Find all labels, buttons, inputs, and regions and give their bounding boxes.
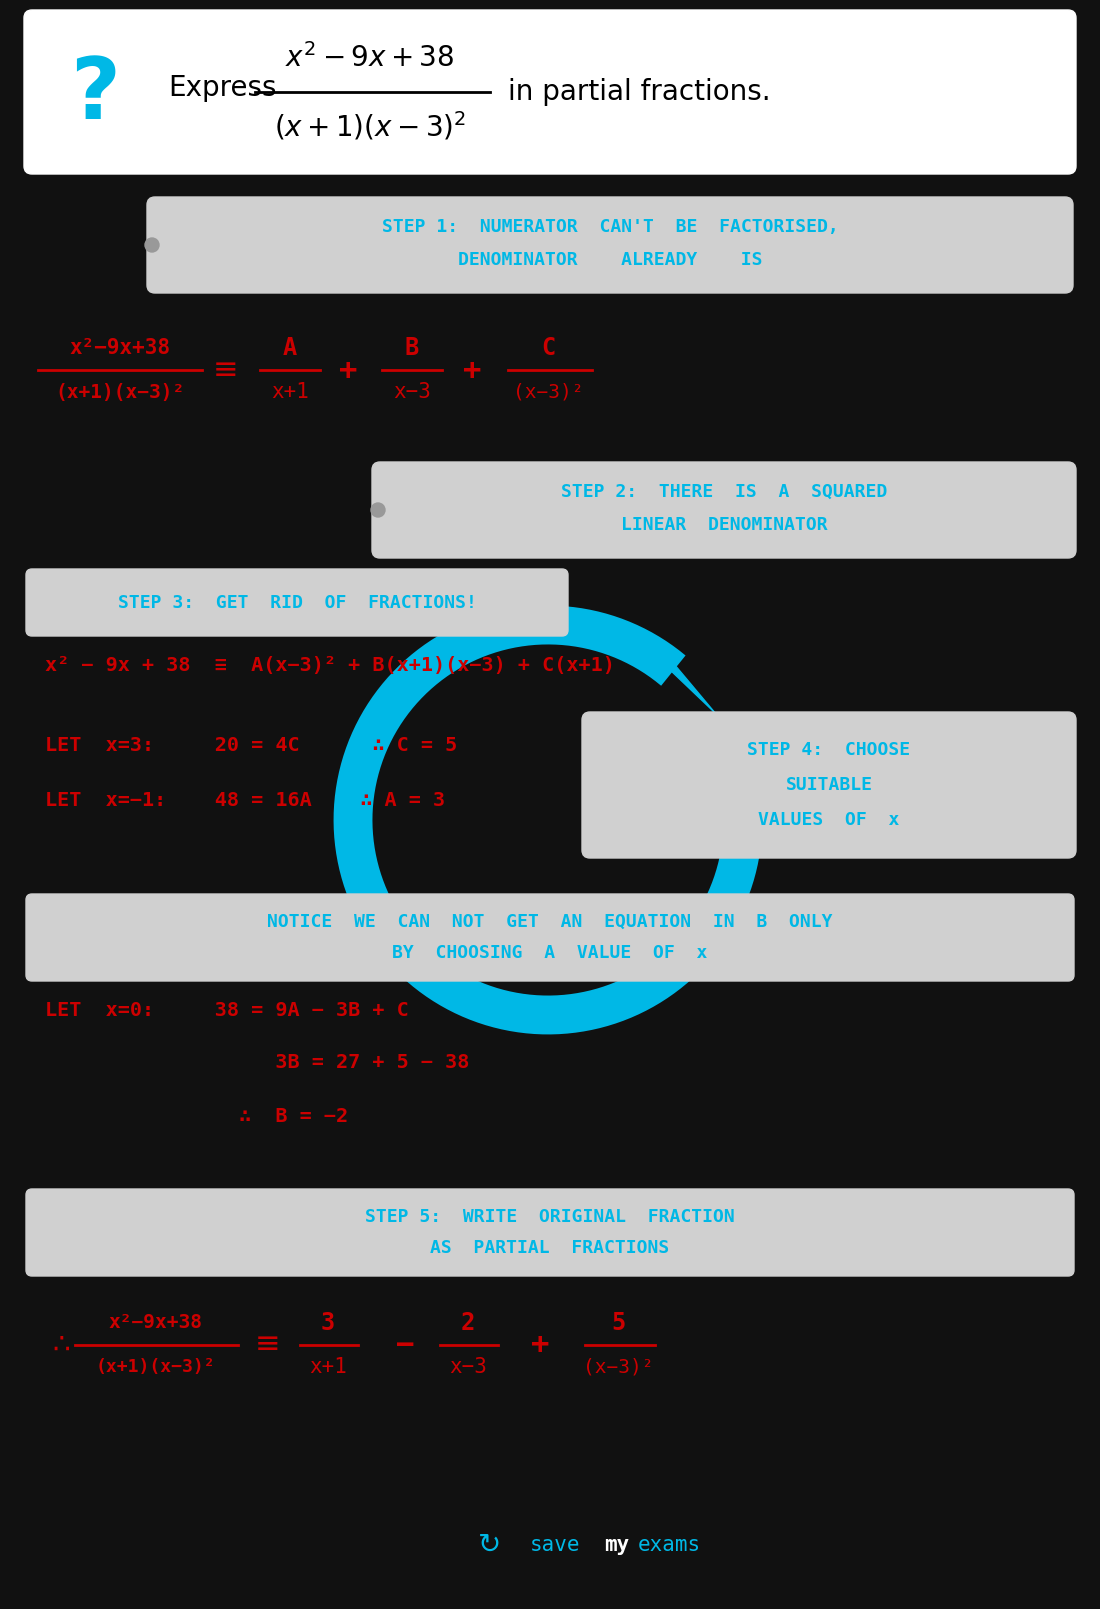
Text: ?: ? (70, 53, 120, 137)
Text: LET  x=−1:    48 = 16A    ∴ A = 3: LET x=−1: 48 = 16A ∴ A = 3 (45, 790, 446, 809)
Text: in partial fractions.: in partial fractions. (508, 77, 771, 106)
Text: STEP 2:  THERE  IS  A  SQUARED: STEP 2: THERE IS A SQUARED (561, 483, 887, 500)
Text: STEP 3:  GET  RID  OF  FRACTIONS!: STEP 3: GET RID OF FRACTIONS! (118, 594, 476, 611)
Text: 2: 2 (461, 1311, 475, 1335)
Text: STEP 1:  NUMERATOR  CAN'T  BE  FACTORISED,: STEP 1: NUMERATOR CAN'T BE FACTORISED, (382, 217, 838, 237)
Text: C: C (541, 336, 556, 360)
Text: ≡: ≡ (212, 356, 238, 385)
Text: LINEAR  DENOMINATOR: LINEAR DENOMINATOR (620, 516, 827, 534)
Text: +: + (339, 356, 358, 385)
Text: 5: 5 (610, 1311, 625, 1335)
Text: x+1: x+1 (309, 1356, 346, 1377)
Text: −: − (396, 1331, 415, 1360)
Text: B: B (405, 336, 419, 360)
Circle shape (145, 238, 160, 253)
Text: $x^2 - 9x + 38$: $x^2 - 9x + 38$ (285, 43, 454, 72)
Text: ∴: ∴ (52, 1331, 69, 1360)
Circle shape (371, 504, 385, 516)
Text: BY  CHOOSING  A  VALUE  OF  x: BY CHOOSING A VALUE OF x (393, 944, 707, 962)
Text: x²−9x+38: x²−9x+38 (69, 338, 170, 357)
Text: Express: Express (168, 74, 276, 101)
FancyBboxPatch shape (26, 1189, 1074, 1276)
Text: STEP 4:  CHOOSE: STEP 4: CHOOSE (747, 742, 911, 759)
Text: +: + (531, 1331, 549, 1360)
Text: ↻: ↻ (478, 1532, 502, 1559)
Text: $(x + 1)(x - 3)^2$: $(x + 1)(x - 3)^2$ (274, 109, 466, 143)
Text: LET  x=0:     38 = 9A − 3B + C: LET x=0: 38 = 9A − 3B + C (45, 1001, 409, 1020)
Text: SUITABLE: SUITABLE (785, 776, 872, 793)
Text: x−3: x−3 (393, 381, 431, 402)
FancyBboxPatch shape (147, 196, 1072, 293)
Text: exams: exams (638, 1535, 701, 1554)
Text: DENOMINATOR    ALREADY    IS: DENOMINATOR ALREADY IS (458, 251, 762, 269)
Text: A: A (283, 336, 297, 360)
Text: (x−3)²: (x−3)² (513, 383, 583, 402)
Text: save: save (530, 1535, 581, 1554)
Text: VALUES  OF  x: VALUES OF x (758, 811, 900, 829)
Text: x² − 9x + 38  ≡  A(x−3)² + B(x+1)(x−3) + C(x+1): x² − 9x + 38 ≡ A(x−3)² + B(x+1)(x−3) + C… (45, 655, 615, 674)
Text: +: + (463, 356, 481, 385)
Text: x²−9x+38: x²−9x+38 (108, 1313, 202, 1332)
FancyBboxPatch shape (372, 462, 1076, 558)
Text: ∴  B = −2: ∴ B = −2 (45, 1107, 348, 1126)
Text: (x+1)(x−3)²: (x+1)(x−3)² (96, 1358, 214, 1376)
Text: (x−3)²: (x−3)² (583, 1358, 653, 1377)
FancyBboxPatch shape (24, 10, 1076, 174)
Text: LET  x=3:     20 = 4C      ∴ C = 5: LET x=3: 20 = 4C ∴ C = 5 (45, 735, 458, 755)
Text: 3: 3 (321, 1311, 336, 1335)
Text: x−3: x−3 (449, 1356, 487, 1377)
FancyBboxPatch shape (582, 713, 1076, 858)
Text: (x+1)(x−3)²: (x+1)(x−3)² (55, 383, 185, 402)
Text: x+1: x+1 (271, 381, 309, 402)
Text: NOTICE  WE  CAN  NOT  GET  AN  EQUATION  IN  B  ONLY: NOTICE WE CAN NOT GET AN EQUATION IN B O… (267, 912, 833, 932)
Polygon shape (652, 653, 715, 713)
Text: 3B = 27 + 5 − 38: 3B = 27 + 5 − 38 (45, 1054, 470, 1073)
Text: STEP 5:  WRITE  ORIGINAL  FRACTION: STEP 5: WRITE ORIGINAL FRACTION (365, 1208, 735, 1226)
Text: my: my (604, 1535, 629, 1554)
Text: ≡: ≡ (255, 1331, 280, 1360)
FancyBboxPatch shape (26, 895, 1074, 981)
FancyBboxPatch shape (26, 570, 568, 636)
Text: AS  PARTIAL  FRACTIONS: AS PARTIAL FRACTIONS (430, 1239, 670, 1257)
